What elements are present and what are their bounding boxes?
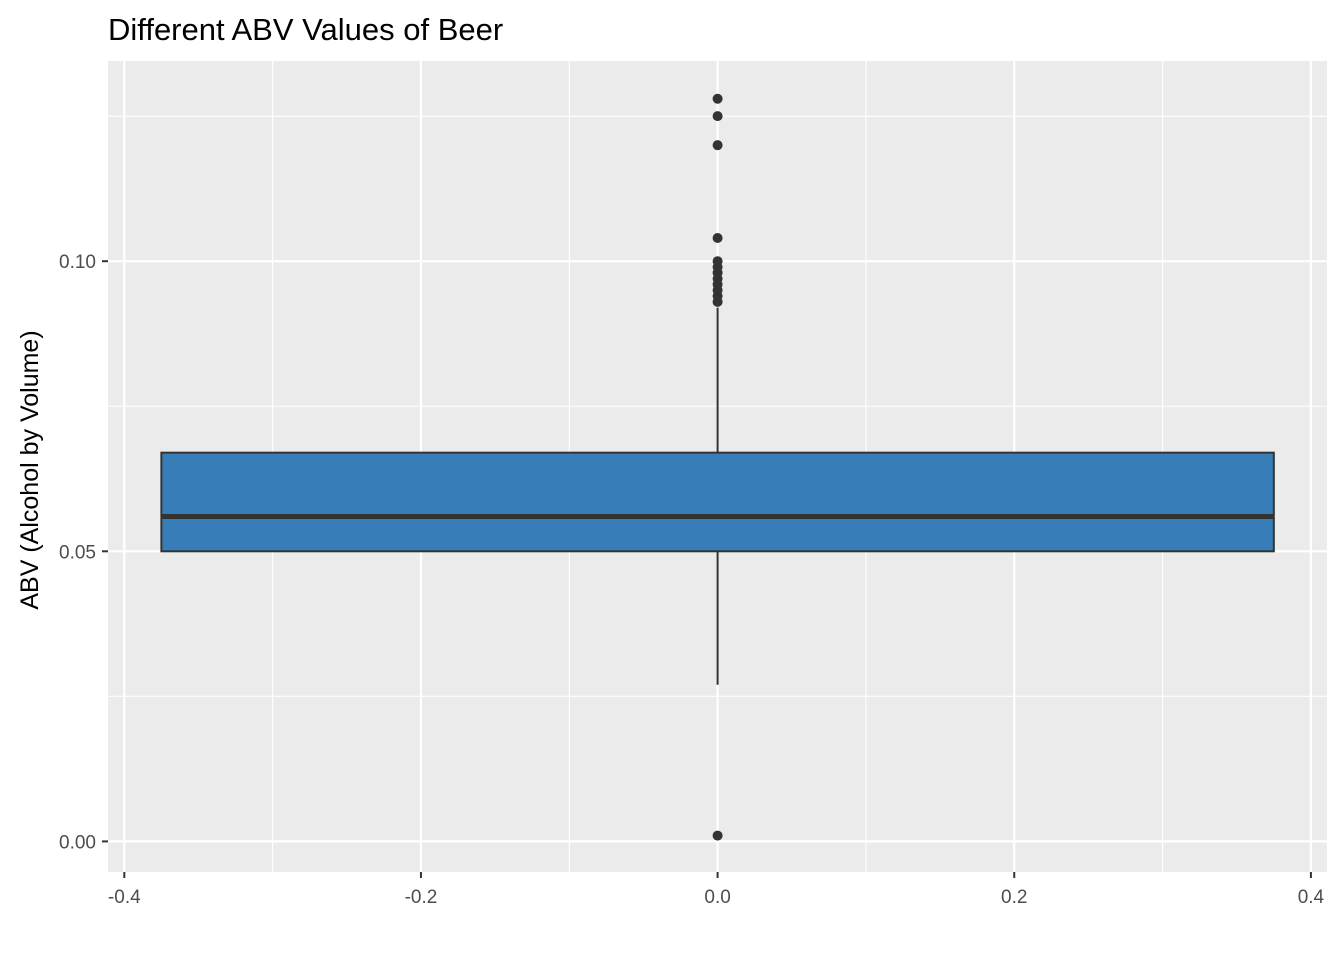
outlier-point [712,256,723,267]
outlier-point [712,830,723,841]
x-tick-label: -0.2 [405,887,438,908]
y-tick-label: 0.00 [59,832,96,853]
axis-layer: -0.4 -0.2 0.0 0.2 0.4 0.00 0.05 0.10 [59,252,1325,908]
x-tick-label: 0.0 [704,887,730,908]
iqr-box [160,451,1275,553]
y-axis-label: ABV (Alcohol by Volume) [16,330,44,609]
outlier-point [712,93,723,104]
x-tick-label: 0.2 [1001,887,1027,908]
outlier-layer [712,93,723,841]
outlier-point [712,111,723,122]
chart-title: Different ABV Values of Beer [108,12,503,47]
y-tick-label: 0.05 [59,542,96,563]
x-tick-label: -0.4 [108,887,141,908]
box-layer [160,307,1275,685]
outlier-point [712,232,723,243]
outlier-point [712,140,723,151]
y-tick-label: 0.10 [59,252,96,273]
x-tick-label: 0.4 [1298,887,1325,908]
